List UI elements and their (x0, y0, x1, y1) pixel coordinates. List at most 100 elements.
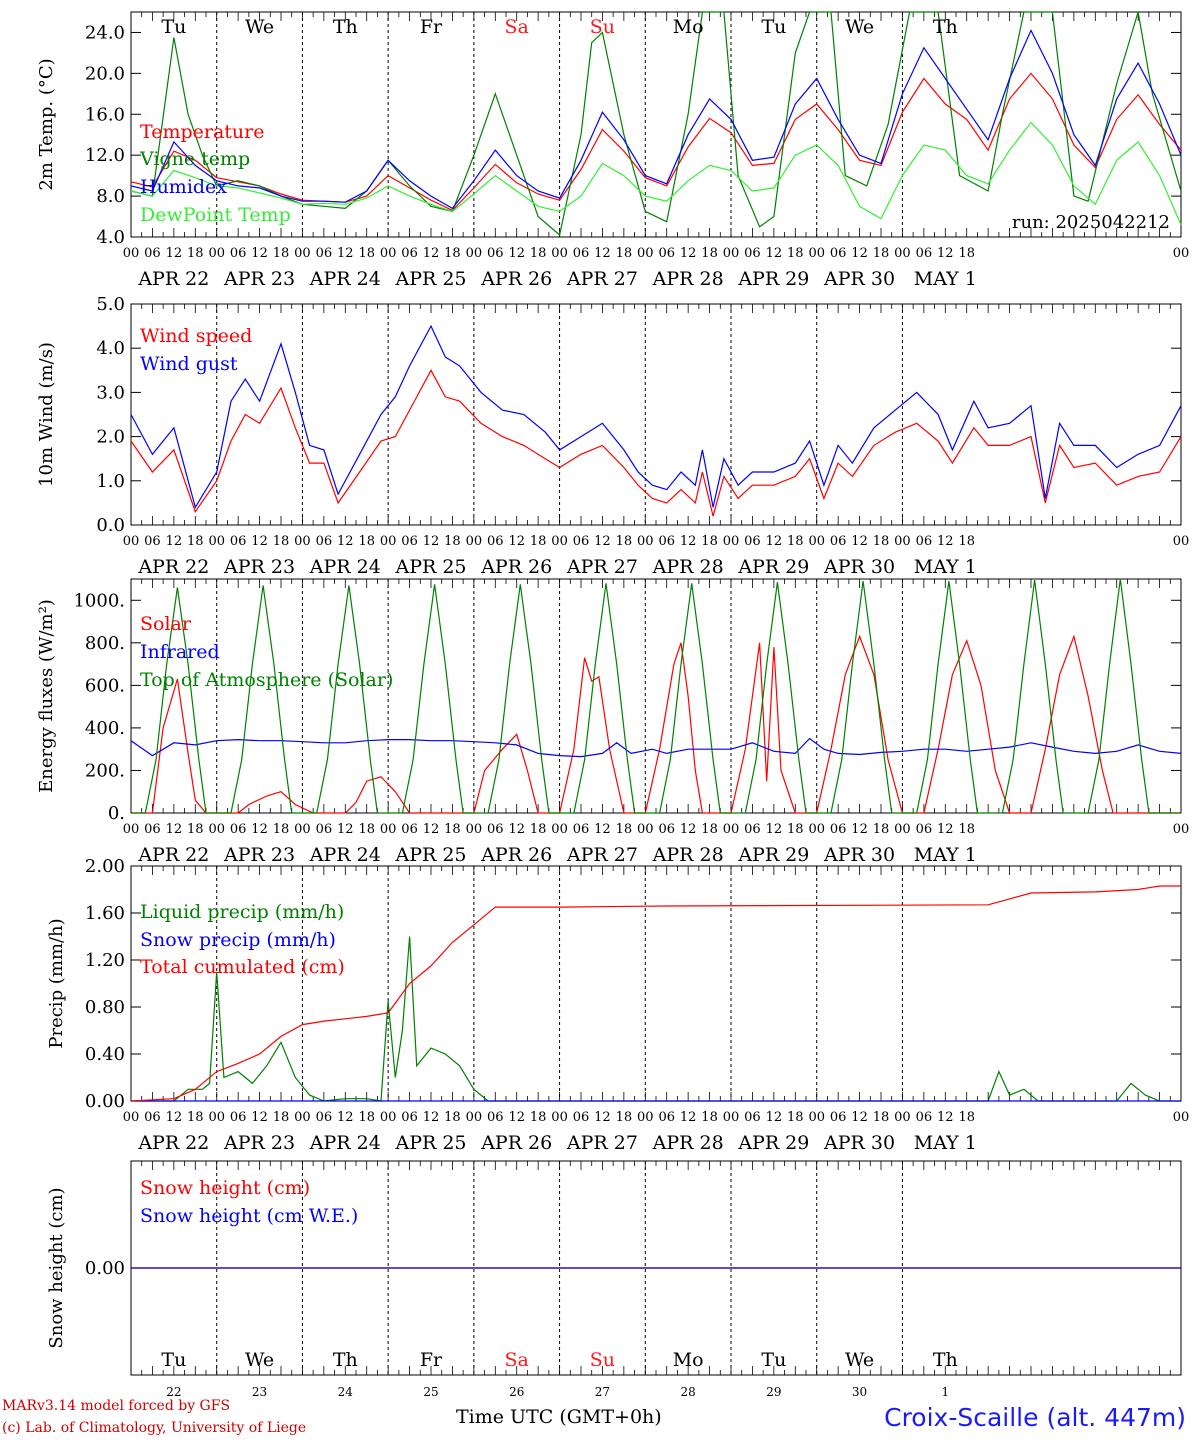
legend-entry: Snow precip (mm/h) (140, 929, 336, 951)
run-label: run: 2025042212 (1012, 212, 1170, 233)
hour-label: 12 (594, 1110, 611, 1125)
hour-label: 00 (1173, 246, 1190, 261)
date-label: APR 22 (137, 268, 209, 290)
legend-entry: Wind gust (140, 353, 238, 375)
hour-label: 18 (701, 1110, 718, 1125)
hour-label: 18 (358, 246, 375, 261)
hour-label: 12 (337, 822, 354, 837)
y-tick-label: 20.0 (85, 63, 125, 84)
hour-label: 00 (208, 1110, 225, 1125)
series-line (130, 324, 1182, 509)
date-label: APR 29 (737, 268, 809, 290)
hour-label: 00 (1173, 822, 1190, 837)
hour-label: 00 (1173, 1110, 1190, 1125)
hour-label: 00 (466, 1110, 483, 1125)
y-tick-label: 2.00 (85, 856, 125, 877)
date-label: APR 24 (309, 1132, 381, 1154)
hour-label: 00 (723, 246, 740, 261)
hour-label: 18 (187, 1110, 204, 1125)
hour-label: 00 (294, 534, 311, 549)
time-axis-label: Time UTC (GMT+0h) (456, 1406, 662, 1428)
day-number: 24 (338, 1385, 354, 1399)
hour-label: 06 (487, 534, 504, 549)
hour-label: 00 (294, 822, 311, 837)
y-axis-label: Precip (mm/h) (46, 918, 67, 1048)
day-number: 26 (509, 1385, 524, 1399)
hour-label: 06 (658, 822, 675, 837)
hour-label: 18 (444, 1110, 461, 1125)
day-number: 23 (252, 1385, 267, 1399)
weekday-label: Th (933, 16, 958, 38)
date-label: APR 24 (309, 844, 381, 866)
hour-label: 06 (573, 246, 590, 261)
hour-label: 00 (123, 534, 140, 549)
y-tick-label: 400. (85, 718, 125, 739)
hour-label: 12 (166, 534, 183, 549)
legend-entry: Liquid precip (mm/h) (140, 901, 344, 923)
day-number: 29 (766, 1385, 781, 1399)
hour-label: 18 (273, 534, 290, 549)
hour-label: 06 (144, 822, 161, 837)
hour-label: 18 (273, 246, 290, 261)
hour-label: 00 (380, 534, 397, 549)
date-label: APR 25 (394, 844, 466, 866)
series-line (130, 28, 1182, 210)
hour-label: 18 (958, 534, 975, 549)
hour-label: 18 (616, 822, 633, 837)
series-line (130, 72, 1182, 212)
date-label: APR 23 (223, 268, 295, 290)
hour-label: 18 (187, 246, 204, 261)
hour-label: 06 (487, 822, 504, 837)
weekday-label: Tu (761, 1349, 786, 1371)
hour-label: 00 (466, 246, 483, 261)
hour-label: 18 (616, 1110, 633, 1125)
copyright-credit: (c) Lab. of Climatology, University of L… (2, 1420, 307, 1436)
hour-label: 00 (208, 534, 225, 549)
hour-label: 18 (873, 1110, 890, 1125)
date-label: APR 27 (566, 1132, 638, 1154)
hour-label: 00 (723, 1110, 740, 1125)
hour-label: 12 (423, 246, 440, 261)
day-number: 1 (941, 1385, 949, 1399)
hour-label: 18 (701, 534, 718, 549)
weekday-label: Su (590, 16, 615, 38)
hour-label: 06 (744, 1110, 761, 1125)
hour-label: 12 (766, 246, 783, 261)
hour-label: 00 (808, 822, 825, 837)
hour-label: 12 (508, 246, 525, 261)
series-line (131, 578, 1181, 814)
hour-label: 12 (680, 822, 697, 837)
date-label: MAY 1 (914, 268, 977, 290)
model-credit: MARv3.14 model forced by GFS (2, 1398, 231, 1414)
hour-label: 06 (230, 1110, 247, 1125)
hour-label: 06 (316, 246, 333, 261)
hour-label: 18 (787, 1110, 804, 1125)
hour-label: 00 (637, 822, 654, 837)
y-tick-label: 0.00 (85, 1258, 125, 1279)
hour-label: 00 (894, 534, 911, 549)
hour-label: 00 (551, 534, 568, 549)
date-label: APR 29 (737, 844, 809, 866)
hour-label: 12 (594, 822, 611, 837)
y-tick-label: 0.0 (96, 515, 125, 536)
y-tick-label: 24.0 (85, 22, 125, 43)
station-name: Croix-Scaille (alt. 447m) (884, 1403, 1186, 1432)
hour-label: 18 (787, 246, 804, 261)
hour-label: 06 (487, 1110, 504, 1125)
hour-label: 18 (273, 1110, 290, 1125)
hour-label: 12 (766, 534, 783, 549)
legend-entry: Top of Atmosphere (Solar) (140, 669, 393, 691)
plot-frame (130, 578, 1182, 814)
legend-entry: Humidex (140, 176, 227, 198)
hour-label: 06 (830, 534, 847, 549)
hour-label: 12 (251, 534, 268, 549)
hour-label: 06 (658, 1110, 675, 1125)
hour-label: 18 (616, 534, 633, 549)
hour-label: 00 (123, 246, 140, 261)
weekday-label: Tu (161, 1349, 186, 1371)
hour-label: 18 (273, 822, 290, 837)
hour-label: 06 (830, 1110, 847, 1125)
date-label: APR 28 (652, 1132, 724, 1154)
hour-label: 18 (444, 534, 461, 549)
y-tick-label: 16.0 (85, 104, 125, 125)
